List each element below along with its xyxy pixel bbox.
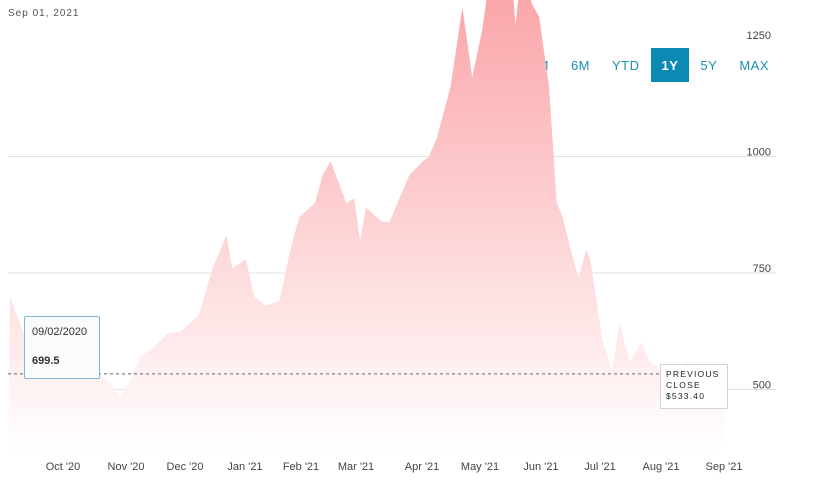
previous-close-line2: CLOSE <box>666 380 701 390</box>
hover-tooltip: 09/02/2020 699.5 <box>24 316 100 379</box>
range-button-6m[interactable]: 6M <box>570 57 591 73</box>
x-tick-label: Jun '21 <box>523 461 558 473</box>
range-button-1y[interactable]: 1Y <box>650 48 690 82</box>
y-tick-label: 750 <box>753 263 771 275</box>
x-tick-label: Jan '21 <box>227 461 262 473</box>
x-tick-label: Oct '20 <box>46 461 81 473</box>
range-selector: 1M 6M YTD 1Y 5Y MAX <box>519 48 780 82</box>
x-tick-label: Aug '21 <box>643 461 680 473</box>
previous-close-value: $533.40 <box>666 391 706 401</box>
x-tick-label: May '21 <box>461 461 499 473</box>
x-tick-label: Jul '21 <box>584 461 615 473</box>
y-tick-label: 500 <box>753 380 771 392</box>
range-button-max[interactable]: MAX <box>739 57 769 73</box>
x-tick-label: Mar '21 <box>338 461 374 473</box>
tooltip-date: 09/02/2020 <box>32 326 88 338</box>
y-tick-label: 1250 <box>747 30 771 42</box>
previous-close-label: PREVIOUS CLOSE $533.40 <box>660 364 728 409</box>
x-tick-label: Dec '20 <box>167 461 204 473</box>
range-button-5y[interactable]: 5Y <box>700 57 718 73</box>
y-axis: 250500750100012501500 <box>747 30 771 392</box>
x-tick-label: Apr '21 <box>405 461 440 473</box>
range-button-ytd[interactable]: YTD <box>612 57 640 73</box>
x-tick-label: Sep '21 <box>706 461 743 473</box>
price-area <box>8 0 726 452</box>
x-axis: Oct '20 Nov '20 Dec '20 Jan '21 Feb '21 Mar '… <box>46 461 743 473</box>
chart-date: Sep 01, 2021 <box>8 8 80 19</box>
x-tick-label: Feb '21 <box>283 461 319 473</box>
previous-close-line1: PREVIOUS <box>666 369 720 379</box>
x-tick-label: Nov '20 <box>108 461 145 473</box>
tooltip-value: 699.5 <box>32 355 60 367</box>
y-tick-label: 1000 <box>747 147 771 159</box>
